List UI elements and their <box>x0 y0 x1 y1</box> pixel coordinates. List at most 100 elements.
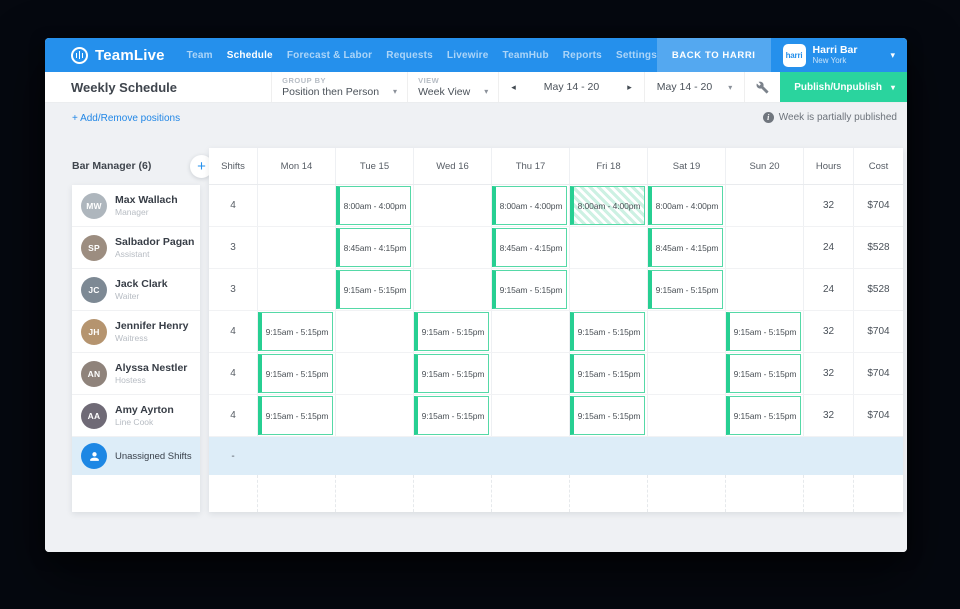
schedule-settings-button[interactable] <box>744 72 780 102</box>
day-cell-sat-19[interactable]: 9:15am - 5:15pm <box>647 269 725 310</box>
shift-chip[interactable]: 9:15am - 5:15pm <box>414 396 489 435</box>
day-cell-tue-15[interactable]: 8:45am - 4:15pm <box>335 227 413 268</box>
avatar: JC <box>81 276 107 303</box>
day-cell-mon-14[interactable]: 9:15am - 5:15pm <box>257 311 335 352</box>
day-cell-thu-17[interactable] <box>491 311 569 352</box>
shift-chip[interactable]: 9:15am - 5:15pm <box>570 354 645 393</box>
shift-chip[interactable]: 8:00am - 4:00pm <box>492 186 567 225</box>
account-location: New York <box>812 56 847 66</box>
day-cell-tue-15[interactable]: 8:00am - 4:00pm <box>335 185 413 226</box>
day-cell-sun-20[interactable] <box>725 269 803 310</box>
empty-cell <box>647 475 725 512</box>
nav-item-requests[interactable]: Requests <box>386 49 433 61</box>
week-select-dropdown[interactable]: May 14 - 20 ▾ <box>643 72 744 102</box>
day-cell-tue-15[interactable] <box>335 353 413 394</box>
shift-chip[interactable]: 8:45am - 4:15pm <box>648 228 723 267</box>
shift-chip[interactable]: 9:15am - 5:15pm <box>726 396 801 435</box>
day-cell-thu-17[interactable]: 9:15am - 5:15pm <box>491 269 569 310</box>
shift-chip[interactable]: 9:15am - 5:15pm <box>258 396 333 435</box>
shift-chip[interactable]: 9:15am - 5:15pm <box>336 270 411 309</box>
day-cell-mon-14[interactable] <box>257 269 335 310</box>
day-cell-sat-19[interactable]: 8:45am - 4:15pm <box>647 227 725 268</box>
shift-chip[interactable]: 9:15am - 5:15pm <box>414 312 489 351</box>
nav-item-teamhub[interactable]: TeamHub <box>502 49 549 61</box>
day-cell-fri-18[interactable]: 9:15am - 5:15pm <box>569 353 647 394</box>
nav-item-forecast-labor[interactable]: Forecast & Labor <box>286 49 373 61</box>
nav-item-schedule[interactable]: Schedule <box>226 49 273 61</box>
day-cell-wed-16[interactable] <box>413 185 491 226</box>
chevron-down-icon[interactable]: ▾ <box>890 49 895 60</box>
brand[interactable]: TeamLive <box>71 46 165 64</box>
nav-item-reports[interactable]: Reports <box>562 49 602 61</box>
brand-name: TeamLive <box>95 46 165 64</box>
add-shift-button[interactable]: + <box>190 154 213 178</box>
group-by-dropdown[interactable]: GROUP BY Position then Person ▾ <box>271 72 407 102</box>
day-cell-wed-16[interactable]: 9:15am - 5:15pm <box>413 353 491 394</box>
day-cell-fri-18[interactable]: 9:15am - 5:15pm <box>569 311 647 352</box>
shift-chip[interactable]: 9:15am - 5:15pm <box>414 354 489 393</box>
employee-row-alyssa-nestler[interactable]: AN Alyssa Nestler Hostess <box>72 353 200 395</box>
day-cell-wed-16[interactable]: 9:15am - 5:15pm <box>413 311 491 352</box>
employee-row-amy-ayrton[interactable]: AA Amy Ayrton Line Cook <box>72 395 200 437</box>
top-navbar: TeamLive Team Schedule Forecast & Labor Req… <box>45 38 907 72</box>
day-cell-sun-20[interactable]: 9:15am - 5:15pm <box>725 311 803 352</box>
day-cell-sat-19[interactable] <box>647 311 725 352</box>
shift-chip[interactable]: 9:15am - 5:15pm <box>570 312 645 351</box>
day-cell-thu-17[interactable] <box>491 395 569 436</box>
employee-row-jennifer-henry[interactable]: JH Jennifer Henry Waitress <box>72 311 200 353</box>
day-cell-fri-18[interactable] <box>569 269 647 310</box>
shift-chip[interactable]: 8:00am - 4:00pm <box>648 186 723 225</box>
day-cell-fri-18[interactable] <box>569 227 647 268</box>
day-cell-mon-14[interactable] <box>257 185 335 226</box>
shift-chip[interactable]: 8:00am - 4:00pm <box>336 186 411 225</box>
column-header-fri-18: Fri 18 <box>569 148 647 184</box>
day-cell-fri-18[interactable]: 9:15am - 5:15pm <box>569 395 647 436</box>
account-switcher[interactable]: harri Harri Bar New York ▾ <box>771 43 907 67</box>
day-cell-thu-17[interactable]: 8:00am - 4:00pm <box>491 185 569 226</box>
next-week-button[interactable]: ▸ <box>627 81 632 92</box>
employee-row-salbador-pagan[interactable]: SP Salbador Pagan Assistant <box>72 227 200 269</box>
day-cell-mon-14[interactable]: 9:15am - 5:15pm <box>257 395 335 436</box>
shift-chip[interactable]: 9:15am - 5:15pm <box>726 354 801 393</box>
shift-chip[interactable]: 9:15am - 5:15pm <box>492 270 567 309</box>
day-cell-wed-16[interactable]: 9:15am - 5:15pm <box>413 395 491 436</box>
day-cell-thu-17[interactable]: 8:45am - 4:15pm <box>491 227 569 268</box>
shift-chip[interactable]: 9:15am - 5:15pm <box>648 270 723 309</box>
add-remove-positions-link[interactable]: + Add/Remove positions <box>72 113 181 124</box>
day-cell-fri-18[interactable]: 8:00am - 4:00pm <box>569 185 647 226</box>
employee-info: Jennifer Henry Waitress <box>115 320 189 344</box>
unassigned-grid-row[interactable]: - <box>209 437 903 475</box>
shift-chip[interactable]: 9:15am - 5:15pm <box>570 396 645 435</box>
day-cell-wed-16[interactable] <box>413 227 491 268</box>
day-cell-tue-15[interactable] <box>335 395 413 436</box>
day-cell-tue-15[interactable]: 9:15am - 5:15pm <box>335 269 413 310</box>
day-cell-thu-17[interactable] <box>491 353 569 394</box>
day-cell-mon-14[interactable]: 9:15am - 5:15pm <box>257 353 335 394</box>
day-cell-mon-14[interactable] <box>257 227 335 268</box>
nav-item-livewire[interactable]: Livewire <box>446 49 489 61</box>
prev-week-button[interactable]: ◂ <box>511 81 516 92</box>
day-cell-wed-16[interactable] <box>413 269 491 310</box>
publish-unpublish-button[interactable]: Publish/Unpublish ▾ <box>780 72 907 102</box>
day-cell-sat-19[interactable] <box>647 395 725 436</box>
shift-chip[interactable]: 9:15am - 5:15pm <box>726 312 801 351</box>
employee-row-max-wallach[interactable]: MW Max Wallach Manager <box>72 185 200 227</box>
employee-row-jack-clark[interactable]: JC Jack Clark Waiter <box>72 269 200 311</box>
day-cell-sun-20[interactable]: 9:15am - 5:15pm <box>725 353 803 394</box>
unassigned-shifts-row[interactable]: Unassigned Shifts <box>72 437 200 475</box>
nav-item-settings[interactable]: Settings <box>615 49 658 61</box>
view-dropdown[interactable]: VIEW Week View ▾ <box>407 72 498 102</box>
day-cell-sun-20[interactable] <box>725 185 803 226</box>
shift-chip-unpublished[interactable]: 8:00am - 4:00pm <box>570 186 645 225</box>
back-to-harri-button[interactable]: BACK TO HARRI <box>656 38 771 72</box>
shift-chip[interactable]: 8:45am - 4:15pm <box>492 228 567 267</box>
day-cell-sun-20[interactable]: 9:15am - 5:15pm <box>725 395 803 436</box>
nav-item-team[interactable]: Team <box>186 49 213 61</box>
shift-chip[interactable]: 9:15am - 5:15pm <box>258 354 333 393</box>
shift-chip[interactable]: 9:15am - 5:15pm <box>258 312 333 351</box>
day-cell-sun-20[interactable] <box>725 227 803 268</box>
shift-chip[interactable]: 8:45am - 4:15pm <box>336 228 411 267</box>
day-cell-tue-15[interactable] <box>335 311 413 352</box>
day-cell-sat-19[interactable]: 8:00am - 4:00pm <box>647 185 725 226</box>
day-cell-sat-19[interactable] <box>647 353 725 394</box>
